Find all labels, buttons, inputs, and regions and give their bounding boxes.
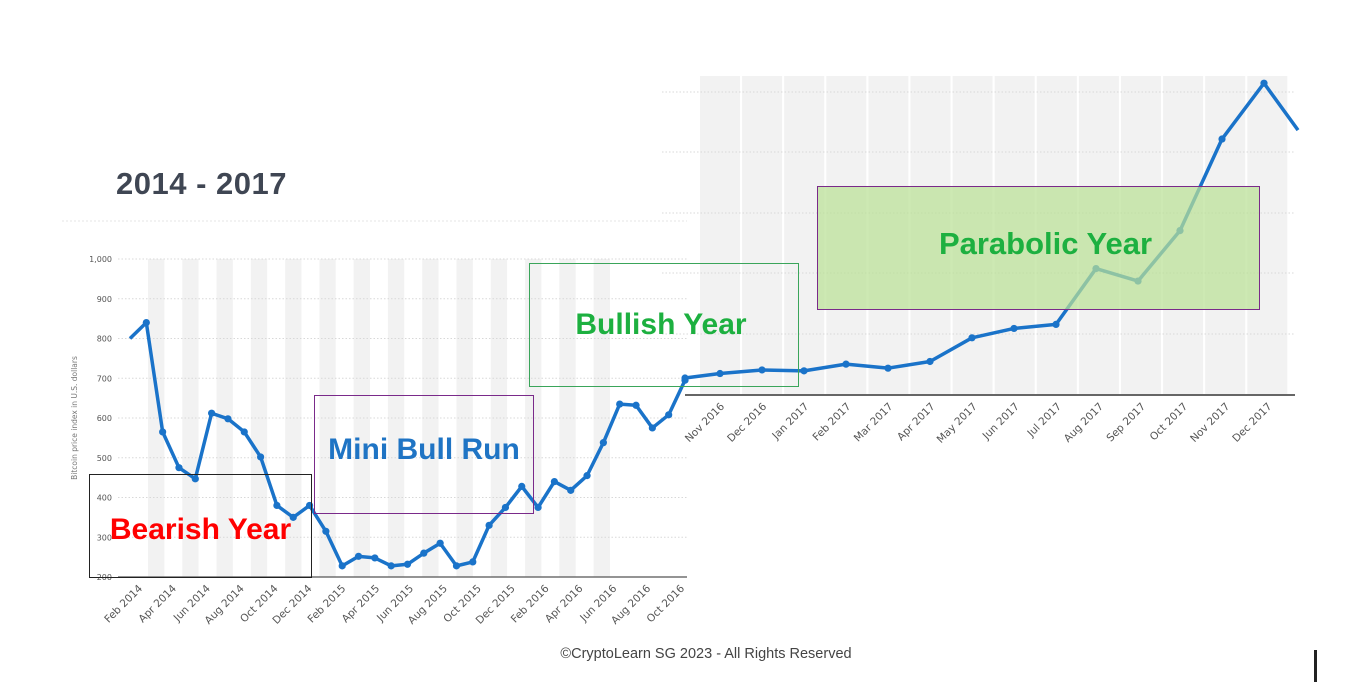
price-line-2016-2017 [684,81,1300,380]
y-tick-600: 600 [97,414,112,423]
left-band-1 [182,259,199,577]
x-tick-right-8: Jul 2017 [1025,401,1064,440]
data-point-left-20 [452,562,461,570]
x-tick-right-0: Nov 2016 [683,400,727,444]
data-point-right-5 [884,364,892,372]
y-tick-500: 500 [97,454,112,463]
left-band-6 [353,259,370,577]
data-point-left-33 [665,411,673,419]
parabolic-year-box: Parabolic Year [817,186,1260,310]
data-point-left-15 [371,554,379,562]
x-tick-right-12: Nov 2017 [1188,401,1232,445]
y-tick-800: 800 [97,335,112,344]
data-point-left-32 [648,424,656,432]
data-point-right-8 [1010,324,1018,333]
data-point-right-6 [926,357,934,366]
x-tick-right-10: Sep 2017 [1104,401,1148,445]
x-tick-right-11: Oct 2017 [1148,401,1191,444]
y-tick-400: 400 [97,494,112,503]
data-point-left-1 [142,319,150,327]
data-point-left-9 [273,501,281,510]
x-tick-right-7: Jun 2017 [980,401,1022,443]
x-tick-left-16: Oct 2016 [645,582,688,625]
x-tick-right-1: Dec 2016 [725,400,769,444]
data-point-left-13 [338,562,346,570]
x-tick-right-13: Dec 2017 [1230,401,1274,445]
parabolic-year-label: Parabolic Year [938,226,1153,261]
x-tick-right-3: Feb 2017 [811,401,854,444]
bearish-year-label: Bearish Year [109,513,292,546]
data-point-left-5 [208,409,216,417]
y-tick-300: 300 [97,533,112,542]
x-tick-right-9: Aug 2017 [1062,401,1106,445]
x-tick-right-5: Apr 2017 [895,401,938,444]
data-point-left-18 [420,549,428,557]
data-point-left-10 [289,513,297,521]
y-tick-1000: 1,000 [89,255,112,264]
data-point-left-25 [534,503,542,512]
data-point-left-8 [256,453,265,461]
text-cursor [1314,650,1317,682]
bullish-year-label: Bullish Year [575,308,747,341]
data-point-left-24 [518,482,526,490]
data-point-right-1 [716,369,724,378]
right-band-1 [742,76,783,395]
chart-title: 2014 - 2017 [116,166,287,201]
data-point-right-3 [800,367,808,375]
data-point-left-14 [354,552,363,560]
data-point-left-30 [616,400,624,408]
data-point-left-31 [632,401,640,409]
data-point-left-12 [322,527,330,535]
x-tick-right-2: Jan 2017 [769,401,811,443]
data-point-right-14 [1260,79,1268,87]
copyright-footer: ©CryptoLearn SG 2023 - All Rights Reserv… [560,646,852,662]
data-point-left-29 [599,439,607,447]
data-point-right-0 [681,374,689,382]
data-point-left-7 [240,428,248,436]
data-point-left-27 [567,486,575,494]
price-points [142,79,1268,570]
y-tick-700: 700 [97,374,112,383]
data-point-left-16 [387,562,395,570]
x-tick-right-6: May 2017 [935,401,980,446]
right-band-0 [700,76,740,395]
bearish-year-box: Bearish Year [89,474,312,578]
data-point-left-4 [191,475,199,483]
data-point-left-26 [550,478,559,486]
data-point-left-3 [175,464,183,472]
data-point-right-7 [968,334,976,342]
data-point-left-17 [403,560,412,568]
data-point-left-23 [501,503,510,512]
data-point-right-13 [1218,135,1226,143]
data-point-left-6 [224,415,232,423]
data-point-left-19 [436,539,444,547]
data-point-left-22 [485,521,493,529]
data-point-right-2 [758,366,766,374]
mini-bull-run-box: Mini Bull Run [314,395,534,514]
data-point-right-9 [1052,320,1060,328]
right-clip-mask [1295,60,1362,400]
data-point-left-2 [159,428,167,436]
data-point-left-28 [583,472,591,480]
x-tick-right-4: Mar 2017 [852,401,896,445]
bullish-year-box: Bullish Year [529,263,799,387]
data-point-right-4 [842,360,850,368]
y-axis-label: Bitcoin price index in U.S. dollars [70,356,79,480]
y-tick-900: 900 [97,295,112,304]
data-point-left-21 [469,558,477,566]
mini-bull-run-label: Mini Bull Run [328,432,520,466]
